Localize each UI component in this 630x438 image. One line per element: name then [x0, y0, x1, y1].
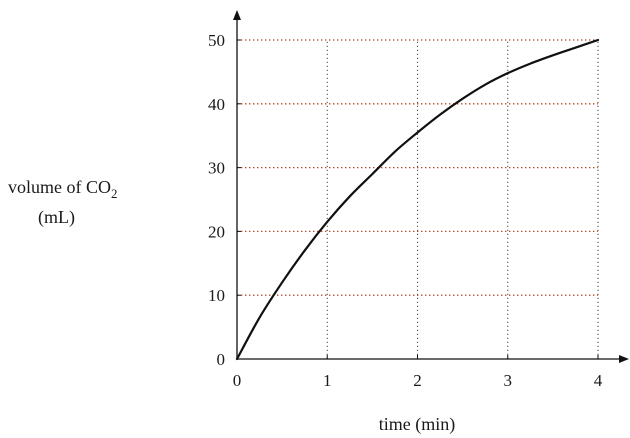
- y-axis-label-subscript: 2: [111, 186, 118, 201]
- y-tick-label: 40: [208, 95, 225, 114]
- x-axis-label: time (min): [379, 414, 455, 435]
- x-tick-label: 0: [233, 371, 242, 390]
- y-axis-label: volume of CO2: [8, 177, 118, 201]
- axes: [233, 10, 629, 363]
- series: [235, 38, 600, 361]
- x-tick-label: 2: [413, 371, 422, 390]
- y-axis-arrow: [233, 10, 241, 20]
- x-axis-arrow: [619, 355, 629, 363]
- y-axis-label-text: volume of CO: [8, 177, 111, 197]
- x-tick-label: 3: [504, 371, 513, 390]
- x-tick-label: 1: [323, 371, 332, 390]
- grid: [237, 39, 599, 359]
- y-tick-label: 30: [208, 159, 225, 178]
- x-tick-label: 4: [594, 371, 603, 390]
- series-line: [235, 38, 600, 361]
- y-axis-unit-label: (mL): [38, 207, 75, 228]
- y-tick-label: 50: [208, 31, 225, 50]
- y-tick-label: 20: [208, 222, 225, 241]
- y-tick-label: 10: [208, 286, 225, 305]
- y-tick-label: 0: [217, 350, 226, 369]
